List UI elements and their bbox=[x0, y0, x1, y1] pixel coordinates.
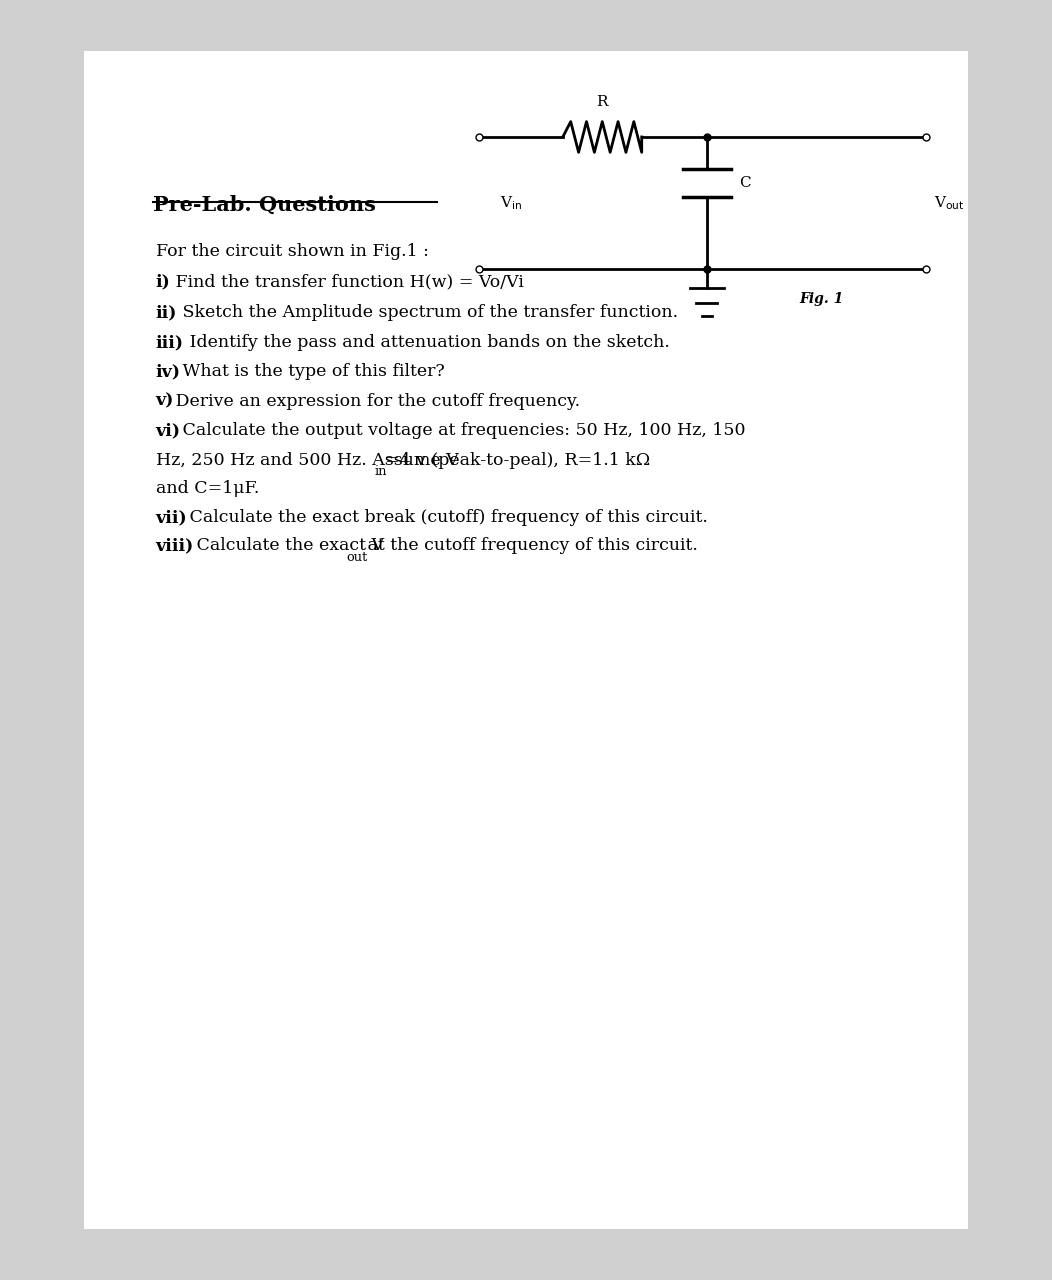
Text: ii): ii) bbox=[156, 305, 177, 321]
Text: Calculate the output voltage at frequencies: 50 Hz, 100 Hz, 150: Calculate the output voltage at frequenc… bbox=[177, 422, 745, 439]
Text: Pre-Lab. Questions: Pre-Lab. Questions bbox=[153, 195, 376, 215]
Text: =4 v (peak-to-peal), R=1.1 kΩ: =4 v (peak-to-peal), R=1.1 kΩ bbox=[385, 452, 650, 468]
Text: Fig. 1: Fig. 1 bbox=[800, 292, 844, 306]
FancyBboxPatch shape bbox=[84, 51, 968, 1229]
Text: For the circuit shown in Fig.1 :: For the circuit shown in Fig.1 : bbox=[156, 243, 428, 260]
Text: viii): viii) bbox=[156, 538, 194, 554]
Text: out: out bbox=[346, 550, 367, 563]
Text: Find the transfer function H(w) = Vo/Vi: Find the transfer function H(w) = Vo/Vi bbox=[169, 274, 524, 291]
Text: V$_{\mathrm{in}}$: V$_{\mathrm{in}}$ bbox=[500, 195, 522, 211]
Text: iv): iv) bbox=[156, 364, 181, 380]
Text: Sketch the Amplitude spectrum of the transfer function.: Sketch the Amplitude spectrum of the tra… bbox=[177, 305, 677, 321]
Text: Hz, 250 Hz and 500 Hz. Assume V: Hz, 250 Hz and 500 Hz. Assume V bbox=[156, 452, 459, 468]
Text: vi): vi) bbox=[156, 422, 181, 439]
Text: vii): vii) bbox=[156, 509, 187, 526]
Text: iii): iii) bbox=[156, 334, 184, 351]
Text: What is the type of this filter?: What is the type of this filter? bbox=[177, 364, 445, 380]
Text: at the cutoff frequency of this circuit.: at the cutoff frequency of this circuit. bbox=[362, 538, 697, 554]
Text: and C=1μF.: and C=1μF. bbox=[156, 480, 259, 497]
Text: Identify the pass and attenuation bands on the sketch.: Identify the pass and attenuation bands … bbox=[184, 334, 670, 351]
Text: Calculate the exact break (cutoff) frequency of this circuit.: Calculate the exact break (cutoff) frequ… bbox=[184, 509, 708, 526]
Text: Derive an expression for the cutoff frequency.: Derive an expression for the cutoff freq… bbox=[169, 393, 580, 410]
Text: in: in bbox=[375, 465, 387, 477]
Text: R: R bbox=[596, 95, 608, 109]
Text: Calculate the exact V: Calculate the exact V bbox=[191, 538, 384, 554]
Text: i): i) bbox=[156, 274, 170, 291]
Text: v): v) bbox=[156, 393, 174, 410]
Text: V$_{\mathrm{out}}$: V$_{\mathrm{out}}$ bbox=[934, 195, 965, 211]
Text: C: C bbox=[739, 177, 751, 189]
